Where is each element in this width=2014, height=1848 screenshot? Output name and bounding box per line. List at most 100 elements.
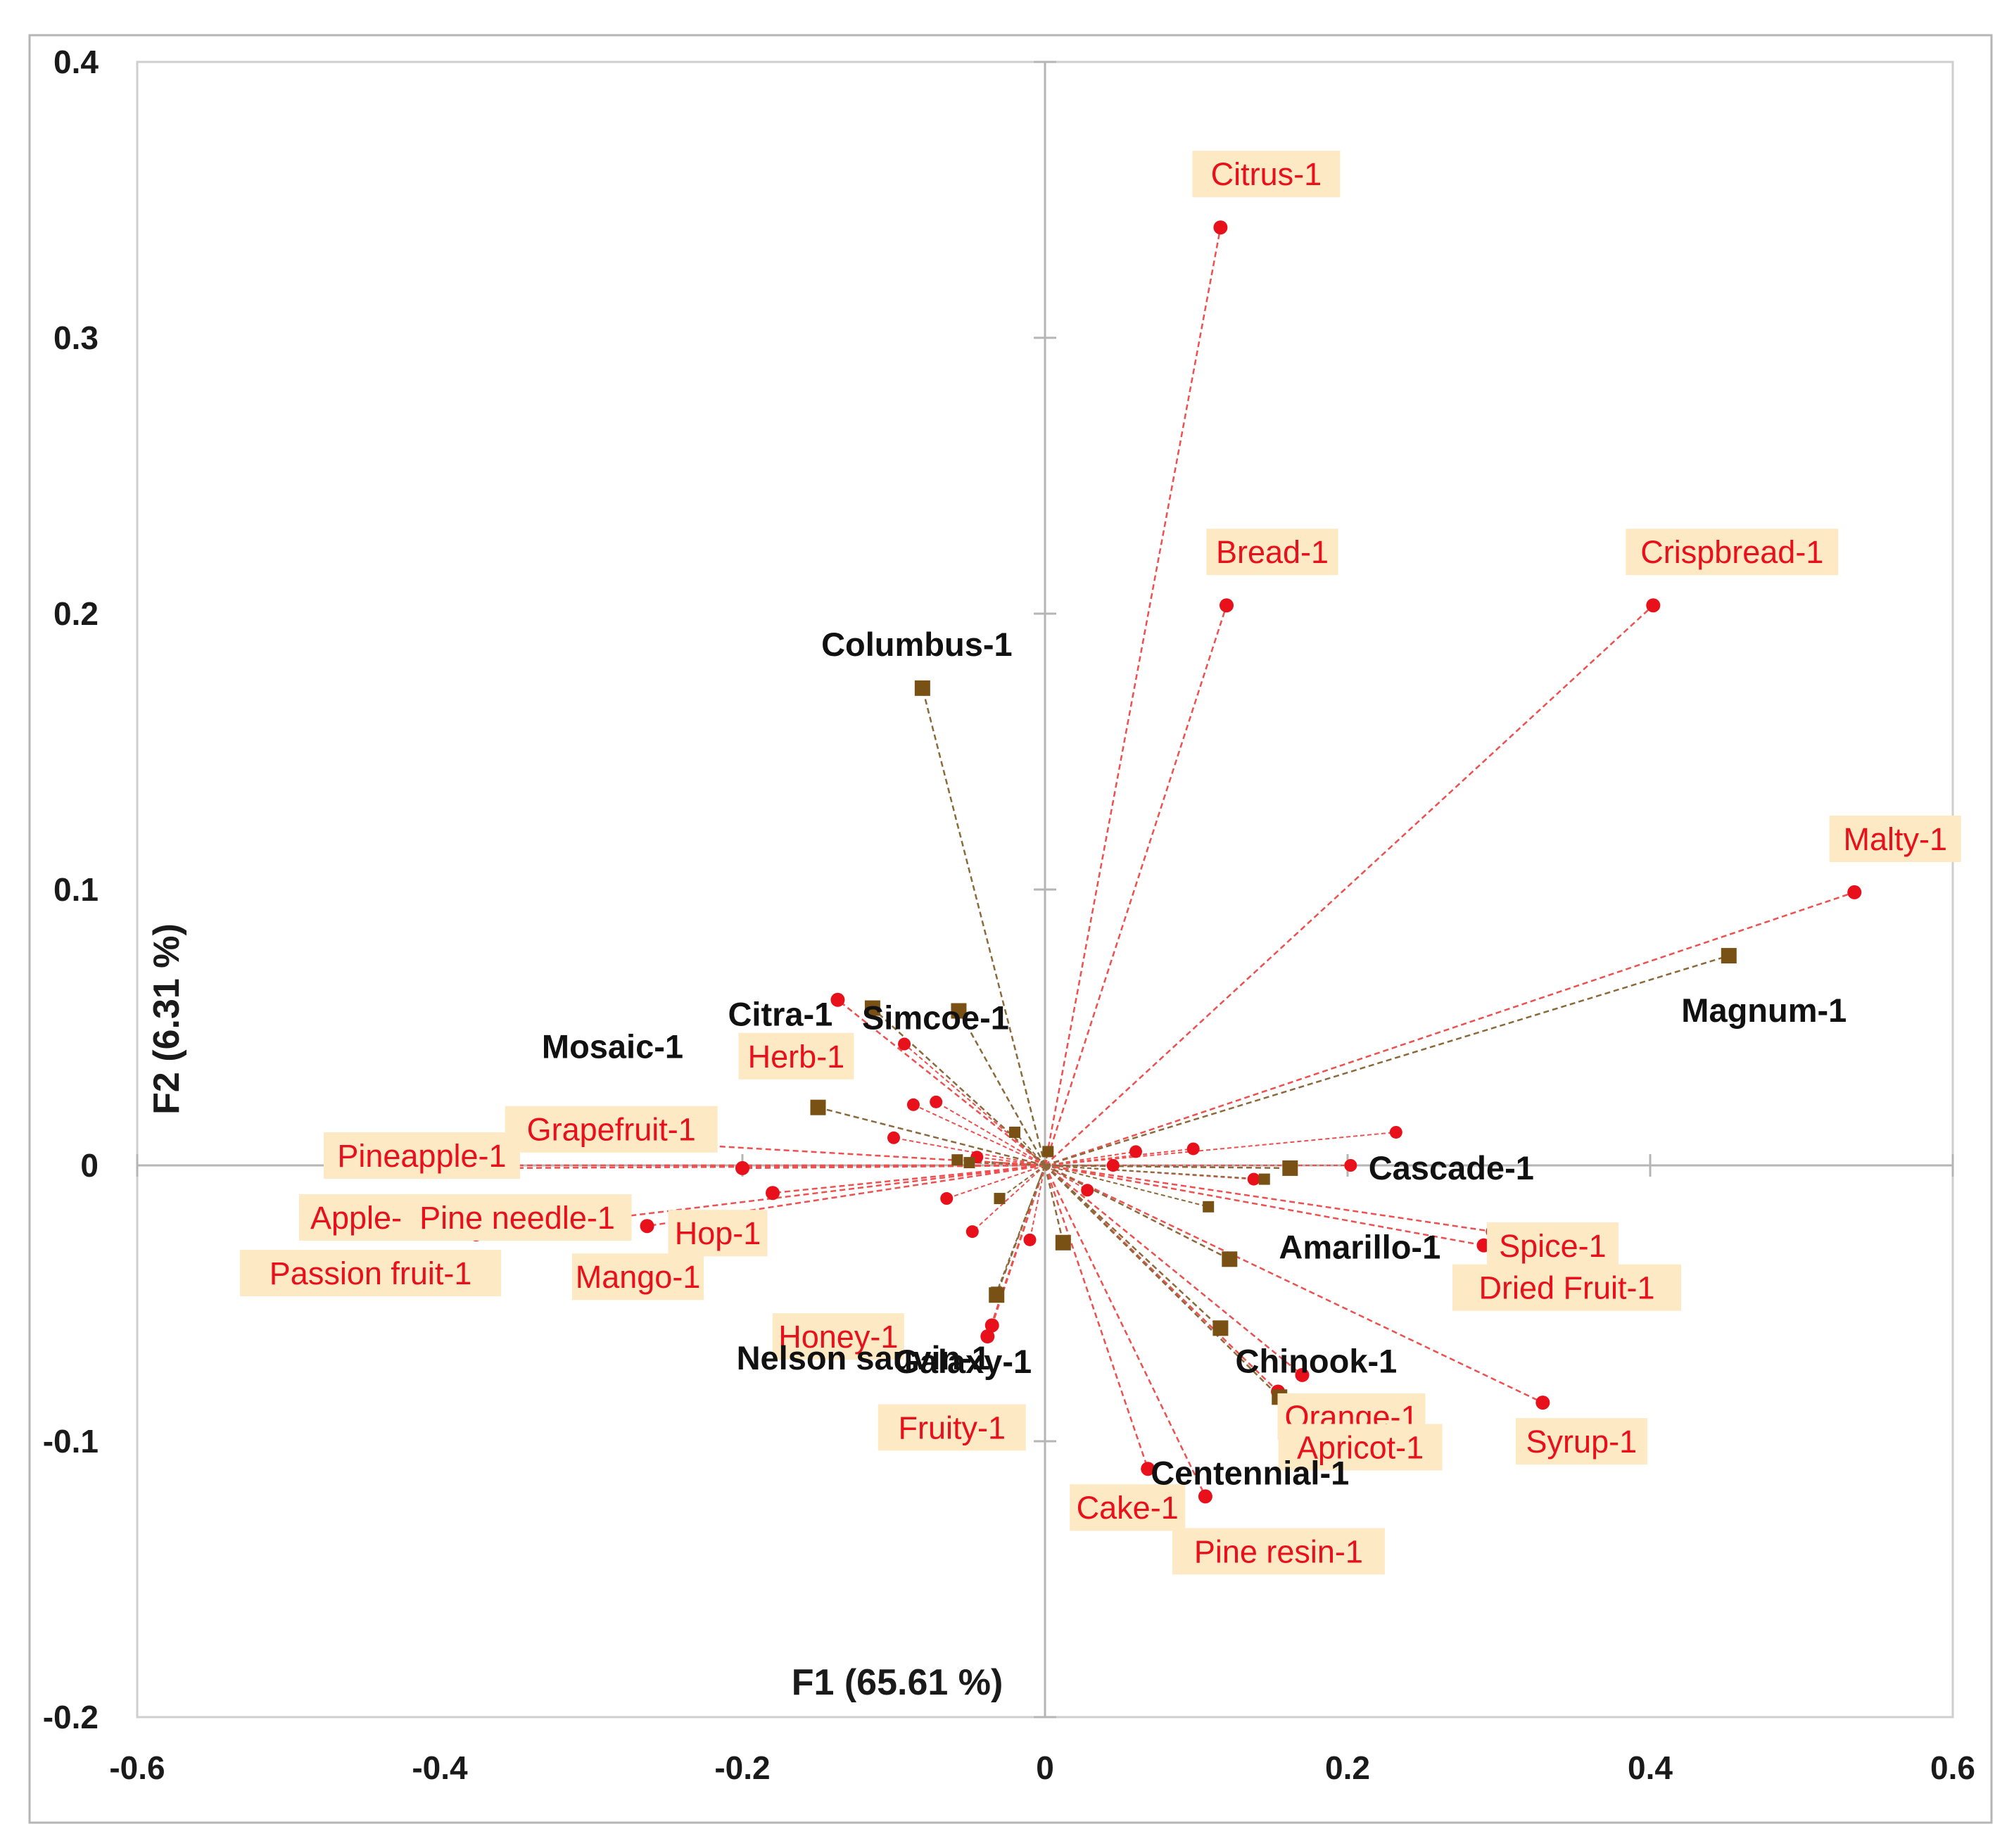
attribute-point-pine-resin-1 — [1198, 1489, 1212, 1504]
minor-attribute-vector — [893, 1137, 1046, 1166]
attribute-label-cake-1: Cake-1 — [1077, 1490, 1179, 1526]
attribute-label-bg — [1070, 1484, 1186, 1531]
hop-vector-galaxy-1 — [996, 1165, 1046, 1296]
hop-vector-amarillo-1 — [1044, 1164, 1230, 1260]
attribute-point-citrus-1 — [1213, 220, 1228, 235]
attribute-point-hop-1 — [766, 1186, 780, 1201]
minor-attribute-point — [1023, 1233, 1037, 1246]
attribute-label-spice-1: Spice-1 — [1499, 1228, 1607, 1264]
attribute-vector-citrus-1 — [1044, 227, 1222, 1166]
attribute-label-honey-1: Honey-1 — [778, 1319, 898, 1355]
minor-attribute-point — [965, 1225, 979, 1239]
x-axis-title: F1 (65.61 %) — [792, 1662, 1003, 1703]
attribute-label-hop-1: Hop-1 — [675, 1215, 761, 1251]
attribute-vector-cake-1 — [1044, 1165, 1149, 1469]
x-tick-label: 0 — [1036, 1749, 1054, 1786]
hop-label-nelson-sauvin-1: Nelson sauvin-1 — [737, 1339, 990, 1376]
vector-lines — [474, 227, 1855, 1497]
attribute-vector-pine-resin-1 — [1044, 1165, 1207, 1497]
attribute-label-crispbread-1: Crispbread-1 — [1640, 534, 1823, 570]
attribute-label-mango-1: Mango-1 — [576, 1259, 701, 1295]
attribute-label-pine-needle-1: Pine needle-1 — [419, 1200, 615, 1236]
attribute-vector-bread-1 — [1044, 605, 1228, 1166]
attribute-label-bg — [878, 1404, 1026, 1451]
hop-vector-cascade-1 — [1044, 1164, 1291, 1170]
hop-label-chinook-1: Chinook-1 — [1236, 1342, 1398, 1379]
attribute-label-bg — [738, 1032, 854, 1080]
attribute-vector-crispbread-1 — [1044, 605, 1654, 1166]
hop-label-columbus-1: Columbus-1 — [821, 626, 1013, 663]
minor-attribute-vector — [946, 1165, 1046, 1199]
minor-attribute-point — [930, 1095, 943, 1108]
attribute-point-cake-1 — [1141, 1462, 1155, 1476]
minor-attribute-point — [940, 1192, 954, 1205]
hop-point-columbus-1 — [914, 680, 930, 696]
minor-attribute-point — [1344, 1159, 1357, 1172]
minor-attribute-point — [1106, 1159, 1120, 1172]
x-tick-label: 0.6 — [1930, 1749, 1975, 1786]
data-labels: Citrus-1 Bread-1 Crispbread-1 Malty-1 Herb-1… — [240, 151, 1961, 1575]
attribute-label-bg — [1829, 815, 1961, 862]
minor-attribute-vector — [977, 1156, 1046, 1166]
attribute-point-bread-1 — [1220, 598, 1234, 613]
attribute-label-apricot-1: Apricot-1 — [1297, 1429, 1424, 1465]
attribute-label-bg — [668, 1210, 768, 1257]
attribute-point-herb-1 — [830, 992, 845, 1007]
hop-point-galaxy-1 — [989, 1287, 1005, 1303]
x-tick-label: -0.4 — [412, 1749, 468, 1786]
hop-label-galaxy-1: Galaxy-1 — [894, 1343, 1032, 1380]
minor-hop-point — [1009, 1126, 1020, 1138]
minor-hop-point — [1042, 1146, 1054, 1158]
minor-attribute-point — [906, 1098, 920, 1111]
minor-attribute-point — [1389, 1125, 1402, 1139]
x-tick-label: 0.4 — [1628, 1749, 1673, 1786]
attribute-vector-orange-1 — [1044, 1165, 1303, 1376]
attribute-vector-spice-1 — [1044, 1164, 1493, 1233]
minor-attribute-point — [1129, 1145, 1142, 1158]
attribute-label-syrup-1: Syrup-1 — [1526, 1424, 1638, 1460]
minor-attribute-point — [1247, 1172, 1260, 1186]
minor-hop-vector — [1044, 1165, 1265, 1180]
attribute-label-bg — [1515, 1418, 1647, 1465]
y-tick-label: 0.3 — [53, 319, 99, 356]
attribute-vector-syrup-1 — [1044, 1164, 1543, 1404]
y-tick-label: 0.2 — [53, 595, 99, 632]
attribute-label-bg — [572, 1253, 704, 1300]
attribute-label-dried-fruit-1: Dried Fruit-1 — [1478, 1270, 1654, 1306]
attribute-point-orange-1 — [1295, 1367, 1310, 1382]
attribute-label-bg — [1486, 1222, 1619, 1270]
attribute-point-honey-1 — [980, 1329, 995, 1344]
hop-label-simcoe-1: Simcoe-1 — [862, 999, 1009, 1036]
y-axis-title: F2 (6.31 %) — [146, 923, 187, 1115]
attribute-label-bg — [1206, 529, 1338, 576]
hop-point-simcoe-1 — [951, 1003, 967, 1019]
attribute-label-bg — [505, 1106, 718, 1153]
hop-point-cascade-1 — [1282, 1160, 1298, 1176]
attribute-point-mango-1 — [640, 1219, 654, 1234]
minor-hop-point — [963, 1157, 975, 1169]
attribute-label-bg — [323, 1132, 520, 1179]
hop-label-magnum-1: Magnum-1 — [1681, 992, 1847, 1029]
attribute-label-bg — [1452, 1264, 1681, 1311]
attribute-vector-mango-1 — [647, 1164, 1046, 1227]
attribute-vector-pine-needle-1 — [742, 1164, 1046, 1170]
attribute-label-bg — [1192, 151, 1341, 198]
hop-label-centennial-1: Centennial-1 — [1151, 1454, 1349, 1491]
y-tick-label: -0.2 — [43, 1699, 99, 1735]
minor-attribute-vector — [1029, 1165, 1046, 1241]
attribute-label-bg — [403, 1194, 632, 1241]
attribute-point-malty-1 — [1847, 885, 1862, 899]
x-tick-label: -0.2 — [714, 1749, 770, 1786]
hop-vector-chinook-1 — [1044, 1165, 1222, 1329]
attribute-point-fruity-1 — [984, 1318, 999, 1333]
hop-label-amarillo-1: Amarillo-1 — [1279, 1228, 1440, 1265]
attribute-vector-apricot-1 — [1044, 1165, 1279, 1393]
hop-vector-centennial-1 — [1044, 1165, 1281, 1398]
hop-point-mosaic-1 — [810, 1099, 826, 1115]
attribute-vector-malty-1 — [1044, 891, 1855, 1167]
attribute-label-grapefruit-1: Grapefruit-1 — [527, 1112, 696, 1148]
chart-frame — [28, 34, 1993, 1824]
attribute-vector-dried-fruit-1 — [1044, 1164, 1484, 1246]
x-tick-label: 0.2 — [1325, 1749, 1370, 1786]
